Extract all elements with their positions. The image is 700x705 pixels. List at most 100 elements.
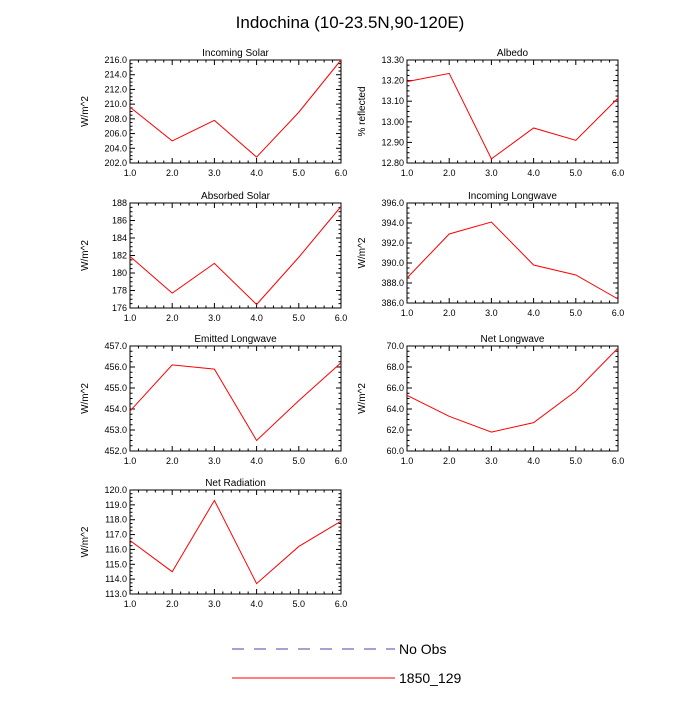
y-tick-label: 394.0 [381,218,404,228]
y-tick-label: 388.0 [381,278,404,288]
x-tick-label: 2.0 [443,168,456,178]
x-tick-label: 5.0 [570,456,583,466]
x-tick-label: 1.0 [401,168,414,178]
y-tick-label: 216.0 [104,55,127,65]
y-axis-label: W/m^2 [357,383,368,414]
panel-2: Albedo 1.0 2.0 3.0 4.0 5.0 6.0 12.80 12.90 13.00 1… [357,48,624,178]
x-tick-label: 5.0 [293,313,306,323]
y-tick-label: 214.0 [104,70,127,80]
y-tick-label: 64.0 [386,404,404,414]
x-tick-label: 1.0 [124,456,137,466]
y-tick-label: 208.0 [104,114,127,124]
legend: No Obs 1850_129 [232,641,462,686]
y-axis-label: W/m^2 [80,526,91,557]
x-tick-label: 6.0 [612,456,625,466]
y-tick-label: 120.0 [104,485,127,495]
y-tick-label: 114.0 [105,574,127,584]
panel-4: Incoming Longwave 1.0 2.0 3.0 4.0 5.0 6.0 386.0… [357,191,624,318]
series-line-1850_129 [406,221,619,300]
x-tick-label: 6.0 [335,168,348,178]
y-tick-label: 117.0 [105,530,127,540]
plot-frame [406,345,619,452]
panel-title: Albedo [497,48,529,59]
x-tick-label: 2.0 [166,313,179,323]
y-tick-label: 453.0 [104,425,127,435]
y-tick-label: 188 [112,198,127,208]
x-tick-label: 6.0 [335,599,348,609]
panel-title: Incoming Longwave [468,191,557,202]
x-tick-label: 2.0 [443,456,456,466]
x-tick-label: 5.0 [293,168,306,178]
panel-6: Net Longwave 1.0 2.0 3.0 4.0 5.0 6.0 60.0 62.0 64… [357,334,624,466]
x-tick-label: 2.0 [166,456,179,466]
x-tick-label: 3.0 [485,308,498,318]
series-line-1850_129 [406,72,619,160]
y-tick-label: 115.0 [105,559,127,569]
x-tick-label: 3.0 [208,313,221,323]
x-tick-label: 2.0 [166,599,179,609]
x-tick-label: 4.0 [527,308,540,318]
series-line-1850_129 [129,499,342,585]
x-tick-label: 3.0 [208,168,221,178]
y-tick-label: 113.0 [105,589,127,599]
x-tick-label: 4.0 [527,168,540,178]
x-tick-label: 6.0 [612,308,625,318]
x-tick-label: 3.0 [208,456,221,466]
legend-label: 1850_129 [399,670,462,686]
x-tick-label: 6.0 [335,456,348,466]
legend-label: No Obs [399,641,446,657]
y-tick-label: 118.0 [105,515,127,525]
y-tick-label: 390.0 [381,258,404,268]
y-axis-label: W/m^2 [80,96,91,127]
x-tick-label: 4.0 [250,599,263,609]
y-tick-label: 13.20 [381,76,404,86]
panel-3: Absorbed Solar 1.0 2.0 3.0 4.0 5.0 6.0 176 178 18… [80,191,347,323]
y-axis-label: W/m^2 [80,383,91,414]
y-tick-label: 180 [112,268,127,278]
plot-frame [129,202,342,309]
series-line-1850_129 [129,362,342,442]
x-tick-label: 2.0 [166,168,179,178]
x-tick-label: 3.0 [485,168,498,178]
y-tick-label: 13.10 [381,96,404,106]
y-tick-label: 186 [112,216,127,226]
panel-5: Emitted Longwave 1.0 2.0 3.0 4.0 5.0 6.0 452.0 4… [80,334,347,466]
y-tick-label: 210.0 [104,99,127,109]
x-tick-label: 1.0 [401,456,414,466]
y-tick-label: 70.0 [386,341,404,351]
x-tick-label: 1.0 [124,599,137,609]
x-tick-label: 3.0 [208,599,221,609]
x-tick-label: 1.0 [401,308,414,318]
x-tick-label: 4.0 [527,456,540,466]
x-tick-label: 6.0 [612,168,625,178]
plot-frame [406,202,619,304]
x-tick-label: 4.0 [250,456,263,466]
y-tick-label: 454.0 [104,404,127,414]
y-tick-label: 66.0 [386,383,404,393]
y-tick-label: 12.90 [381,137,404,147]
y-tick-label: 119.0 [105,500,127,510]
panel-title: Absorbed Solar [201,191,271,202]
y-axis-label: W/m^2 [80,240,91,271]
x-tick-label: 5.0 [293,456,306,466]
series-line-1850_129 [129,206,342,306]
y-tick-label: 204.0 [104,143,127,153]
y-tick-label: 116.0 [105,544,127,554]
y-tick-label: 62.0 [386,425,404,435]
panel-7: Net Radiation 1.0 2.0 3.0 4.0 5.0 6.0 113.0 114.… [80,478,347,609]
y-tick-label: 60.0 [386,446,404,456]
x-tick-label: 2.0 [443,308,456,318]
y-tick-label: 202.0 [104,158,127,168]
y-tick-label: 386.0 [381,298,404,308]
y-tick-label: 13.00 [381,117,404,127]
y-tick-label: 455.0 [104,383,127,393]
x-tick-label: 4.0 [250,313,263,323]
x-tick-label: 5.0 [293,599,306,609]
y-tick-label: 212.0 [104,84,127,94]
panel-title: Net Longwave [481,334,545,345]
x-tick-label: 1.0 [124,168,137,178]
y-tick-label: 182 [112,251,127,261]
panel-1: Incoming Solar 1.0 2.0 3.0 4.0 5.0 6.0 202.0 204… [80,48,347,178]
